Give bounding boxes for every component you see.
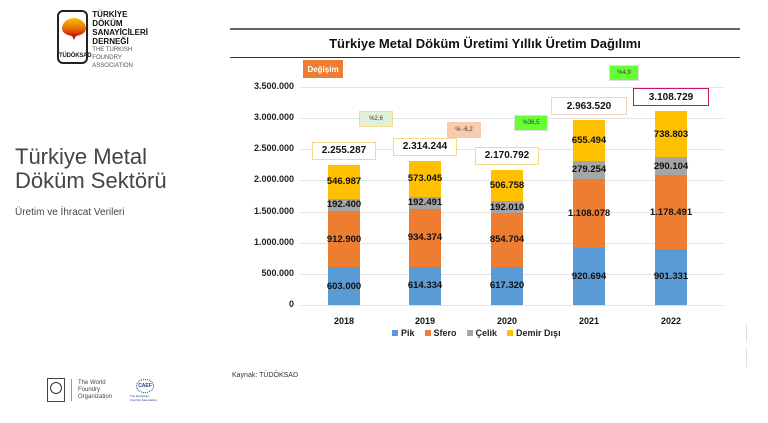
total-label: 3.108.729 xyxy=(633,88,709,107)
y-axis-tick: 1.500.000 xyxy=(253,205,294,216)
demir-disi-segment: 546.987 xyxy=(327,164,361,199)
chart-title: Türkiye Metal Döküm Üretimi Yıllık Üreti… xyxy=(329,36,641,51)
legend-item-celik: Çelik xyxy=(466,328,497,338)
y-axis-tick: 0 xyxy=(288,299,294,309)
globe-icon xyxy=(47,378,65,402)
x-axis-tick: 2020 xyxy=(496,316,518,326)
chart-legend: Pik Sfero Çelik Demir Dışı xyxy=(392,328,561,338)
sfero-segment: 1.108.078 xyxy=(568,178,610,248)
change-badge: %2,6 xyxy=(359,111,393,127)
caef-logo: CAEF The European Foundry Association xyxy=(130,375,160,405)
y-axis-tick: 2.500.000 xyxy=(253,143,294,154)
celik-segment: 192.010 xyxy=(489,201,525,214)
demir-disi-swatch-icon xyxy=(507,330,514,336)
chart-header: Türkiye Metal Döküm Üretimi Yıllık Üreti… xyxy=(230,28,740,348)
x-axis-tick: 2019 xyxy=(414,316,436,326)
pik-swatch-icon xyxy=(392,330,398,336)
slide-subtitle: Üretim ve İhracat Verileri xyxy=(15,207,125,218)
y-axis-tick: 3.000.000 xyxy=(253,112,294,123)
total-label: 2.255.287 xyxy=(312,141,376,160)
legend-item-demir-disi: Demir Dışı xyxy=(507,328,561,338)
celik-segment: 290.104 xyxy=(654,157,688,176)
x-axis-tick: 2021 xyxy=(578,316,600,326)
logo-line3: DERNEĞİ xyxy=(92,37,129,46)
top-divider xyxy=(230,28,740,30)
tudoksad-logo-icon: TÜDÖKSAD xyxy=(57,10,92,64)
gridline xyxy=(300,305,724,306)
total-label: 2.170.792 xyxy=(475,146,539,165)
title-divider xyxy=(230,57,740,58)
x-axis-tick: 2022 xyxy=(660,316,682,326)
sfero-segment: 912.900 xyxy=(327,210,361,268)
wfo-logo: The World Foundry Organization xyxy=(47,378,112,402)
decorative-line xyxy=(746,323,747,342)
source-note: Kaynak: TÜDÖKSAD xyxy=(232,372,299,379)
sfero-segment: 1.178.491 xyxy=(650,175,692,249)
decorative-line xyxy=(746,348,747,367)
y-axis-tick: 500.000 xyxy=(261,267,294,278)
total-label: 2.314.244 xyxy=(393,137,457,156)
y-axis-tick: 1.000.000 xyxy=(253,236,294,247)
y-axis-tick: 2.000.000 xyxy=(253,174,294,185)
change-label-badge: Değişim xyxy=(303,60,343,78)
change-badge: %36,5 xyxy=(514,115,548,131)
logo-line2: SANAYİCİLERİ xyxy=(92,28,149,37)
pik-segment: 901.331 xyxy=(654,248,688,305)
legend-item-pik: Pik xyxy=(392,328,415,338)
slide-title: Türkiye Metal Döküm Sektörü xyxy=(15,144,167,193)
legend-item-sfero: Sfero xyxy=(424,328,457,338)
tudoksad-logo: TÜDÖKSAD TÜRKİYE DÖKÜM SANAYİCİLERİ DERN… xyxy=(57,10,157,69)
total-label: 2.963.520 xyxy=(551,97,627,116)
celik-segment: 279.254 xyxy=(572,161,606,179)
gridline xyxy=(300,118,724,120)
change-badge: %4,9 xyxy=(609,65,639,81)
demir-disi-segment: 738.803 xyxy=(654,111,688,158)
sfero-swatch-icon xyxy=(424,330,431,336)
demir-disi-segment: 573.045 xyxy=(408,160,442,197)
pik-segment: 614.334 xyxy=(408,266,442,305)
x-axis-tick: 2018 xyxy=(333,316,355,326)
sfero-segment: 854.704 xyxy=(490,213,524,267)
caef-stars-icon: CAEF xyxy=(136,378,154,393)
gridline xyxy=(300,87,724,88)
logo-line1: TÜRKİYE DÖKÜM xyxy=(92,10,128,28)
pik-segment: 920.694 xyxy=(572,247,606,305)
demir-disi-segment: 506.758 xyxy=(490,169,524,202)
y-axis-tick: 3.500.000 xyxy=(253,81,294,91)
demir-disi-segment: 655.494 xyxy=(572,120,606,162)
logo-line5: ASSOCIATION xyxy=(92,63,133,69)
sfero-segment: 934.374 xyxy=(408,208,442,267)
celik-segment: 192.400 xyxy=(326,198,362,211)
logo-line4: THE TURKISH FOUNDRY xyxy=(92,47,133,61)
celik-segment: 192.491 xyxy=(407,196,443,209)
change-badge: % -6,2 xyxy=(447,122,481,138)
pik-segment: 603.000 xyxy=(327,267,361,305)
pik-segment: 617.320 xyxy=(490,266,524,305)
celik-swatch-icon xyxy=(466,330,473,336)
